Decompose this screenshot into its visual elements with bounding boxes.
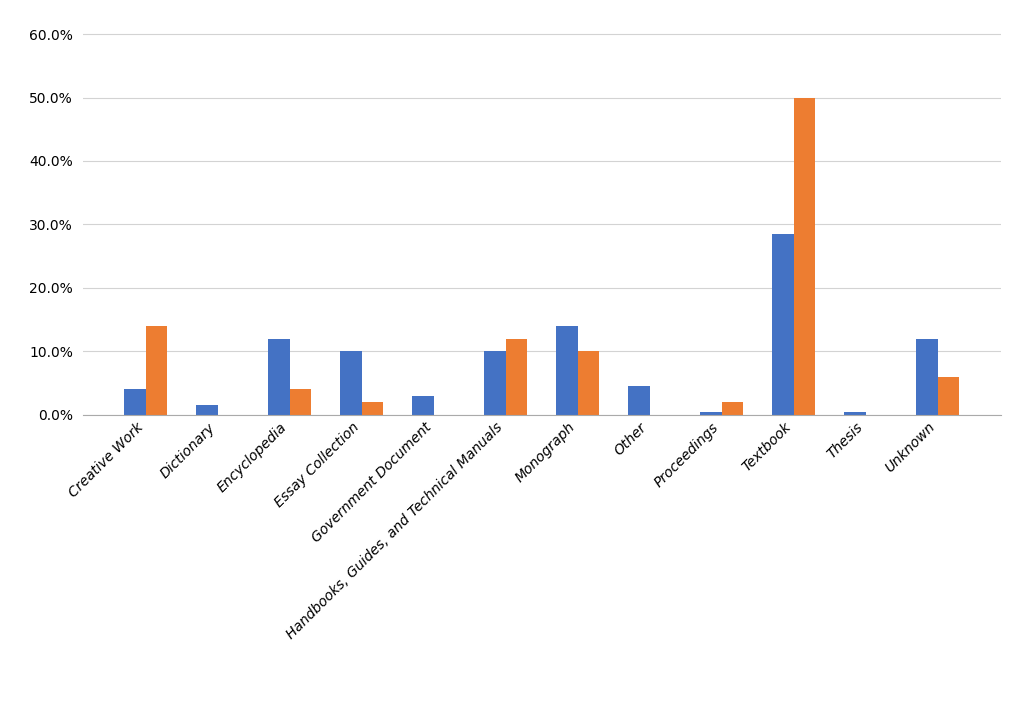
Bar <box>484 351 506 415</box>
Bar <box>916 339 938 415</box>
Bar <box>578 351 600 415</box>
Bar <box>772 234 794 415</box>
Bar <box>506 339 527 415</box>
Bar <box>290 390 312 415</box>
Bar <box>412 395 433 415</box>
Bar <box>196 405 218 415</box>
Bar <box>124 390 146 415</box>
Bar <box>844 412 866 415</box>
Bar <box>628 386 650 415</box>
Bar <box>938 377 960 415</box>
Bar <box>341 351 362 415</box>
Bar <box>700 412 721 415</box>
Bar <box>556 326 578 415</box>
Bar <box>268 339 290 415</box>
Bar <box>794 97 815 415</box>
Bar <box>362 402 384 415</box>
Bar <box>721 402 743 415</box>
Bar <box>146 326 167 415</box>
